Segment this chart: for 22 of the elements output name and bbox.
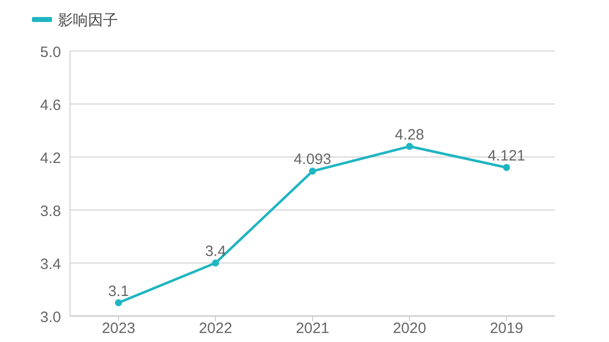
y-tick-label: 4.2 [40,150,61,167]
x-tick-label: 2019 [490,320,524,337]
y-tick-label: 3.0 [40,309,61,326]
y-tick-label: 4.6 [40,97,61,114]
legend-label: 影响因子 [58,12,118,29]
point [406,142,413,150]
point [115,299,122,306]
x-tick-label: 2021 [296,320,330,337]
point [212,260,219,266]
y-tick-label: 3.8 [40,203,61,220]
y-tick-label: 5.0 [40,44,61,61]
x-tick-label: 2022 [198,320,232,337]
point [309,168,316,175]
data-label: 4.093 [294,151,332,168]
data-label: 3.1 [108,282,129,300]
data-label: 4.121 [488,147,526,164]
x-tick-label: 2020 [392,320,426,337]
point [503,164,510,171]
data-label: 3.4 [205,243,226,260]
y-tick-label: 3.4 [40,256,61,273]
x-tick-label: 2023 [102,320,136,337]
data-label: 4.28 [394,126,424,144]
